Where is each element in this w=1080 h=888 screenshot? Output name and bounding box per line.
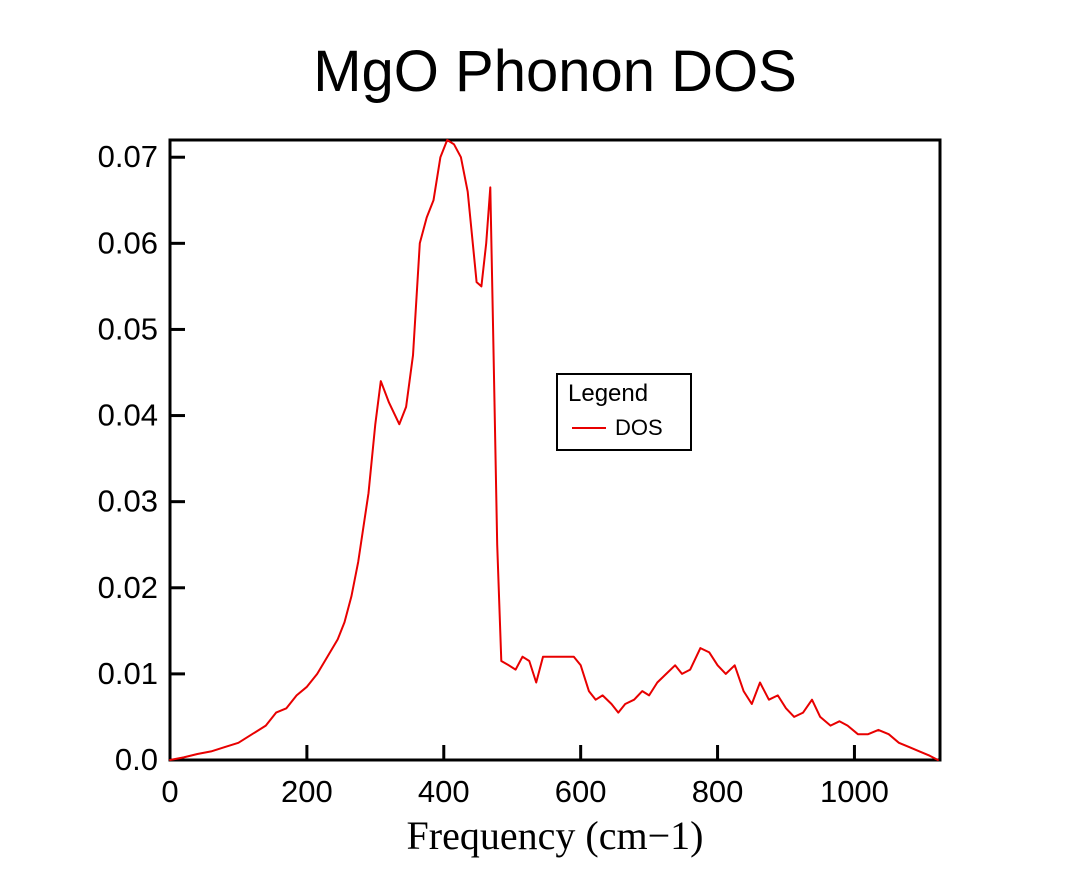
legend-entry-label: DOS bbox=[615, 415, 663, 440]
y-tick-label: 0.06 bbox=[98, 225, 158, 260]
dos-line bbox=[169, 139, 939, 761]
y-tick-label: 0.07 bbox=[98, 139, 158, 174]
x-tick-label: 1000 bbox=[820, 774, 889, 806]
x-tick-label: 600 bbox=[555, 774, 607, 806]
y-tick-label: 0.01 bbox=[98, 656, 158, 691]
legend-entry: DOS bbox=[572, 415, 680, 441]
legend-line-swatch bbox=[572, 427, 606, 429]
plot-frame bbox=[168, 138, 942, 762]
x-tick-label: 800 bbox=[692, 774, 744, 806]
y-tick-label: 0.05 bbox=[98, 311, 158, 346]
y-tick-label: 0.02 bbox=[98, 570, 158, 605]
y-tick-label: 0.04 bbox=[98, 398, 158, 433]
x-axis-label: Frequency (cm−1) bbox=[406, 813, 704, 858]
x-tick-label: 200 bbox=[281, 774, 333, 806]
legend-box: Legend DOS bbox=[556, 373, 692, 451]
chart-title: MgO Phonon DOS bbox=[313, 39, 797, 104]
y-tick-label: 0.03 bbox=[98, 484, 158, 519]
x-tick-label: 400 bbox=[418, 774, 470, 806]
x-tick-label: 0 bbox=[161, 774, 178, 806]
y-tick-label: 0.0 bbox=[115, 742, 158, 777]
legend-title: Legend bbox=[568, 380, 649, 407]
plot-canvas: 0 200 400 600 800 1000 0.0 0.01 0.02 0.03 0.04 0.05… bbox=[98, 138, 942, 806]
